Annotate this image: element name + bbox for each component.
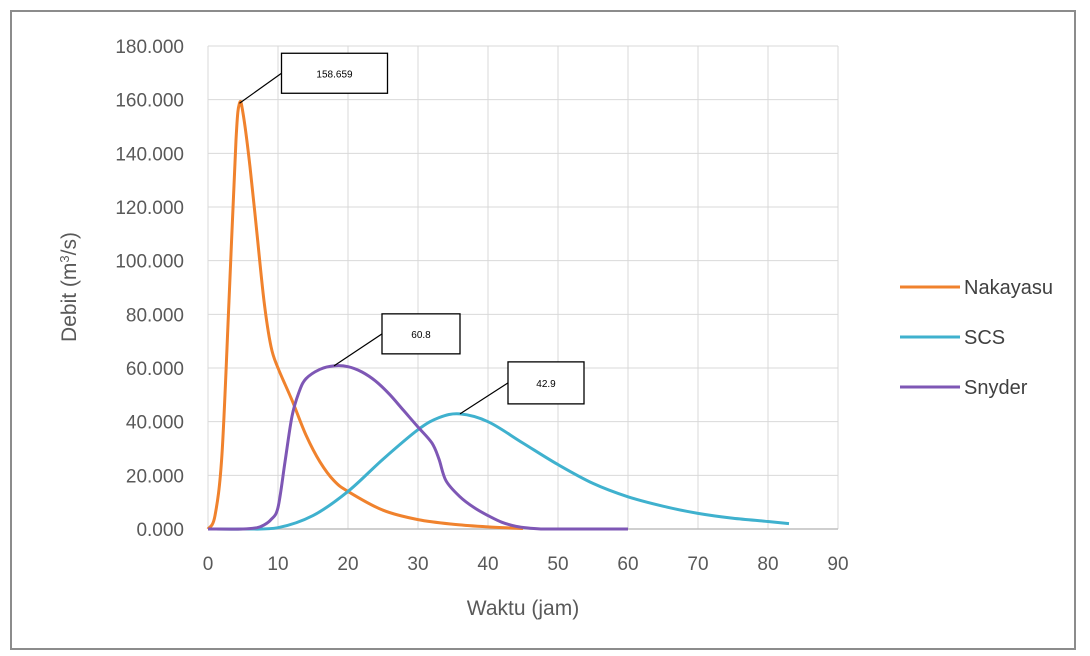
callout-leader-line (239, 72, 282, 104)
x-axis-title: Waktu (jam) (467, 597, 579, 620)
x-axis-ticks: 0 10 20 30 40 50 60 70 80 90 (203, 554, 849, 575)
legend-item-scs: SCS (900, 327, 1005, 349)
legend-label: Nakayasu (964, 277, 1053, 299)
x-tick-label: 20 (337, 554, 358, 575)
legend: Nakayasu SCS Snyder (900, 277, 1053, 399)
callout-leader-line (459, 382, 509, 415)
x-tick-label: 30 (407, 554, 428, 575)
x-tick-label: 70 (687, 554, 708, 575)
callout-snyder: 60.8 (333, 313, 461, 367)
gridlines (207, 45, 839, 530)
series-line-snyder (207, 364, 628, 531)
x-tick-label: 50 (547, 554, 568, 575)
callout-nakayasu: 158.659 (239, 52, 389, 104)
chart-frame (10, 10, 1076, 650)
legend-item-snyder: Snyder (900, 377, 1028, 399)
callout-label: 42.9 (536, 379, 556, 390)
x-tick-label: 90 (827, 554, 848, 575)
callout-leader-line (333, 333, 383, 367)
x-tick-label: 60 (617, 554, 638, 575)
y-axis-title: Debit (m3/s) (57, 232, 81, 342)
legend-label: Snyder (964, 377, 1028, 399)
y-tick-label: 80.000 (126, 305, 184, 326)
y-tick-label: 100.000 (115, 252, 184, 273)
series-line-scs (207, 412, 790, 531)
peak-callouts: 158.659 60.8 42.9 (239, 52, 585, 415)
x-tick-label: 10 (267, 554, 288, 575)
x-tick-label: 80 (757, 554, 778, 575)
series-lines (206, 99, 790, 531)
y-tick-label: 60.000 (126, 359, 184, 380)
series-line-nakayasu (206, 99, 524, 530)
callout-label: 60.8 (411, 330, 431, 341)
y-tick-label: 20.000 (126, 466, 184, 487)
y-tick-label: 120.000 (115, 198, 184, 219)
y-axis-ticks: 0.000 20.000 40.000 60.000 80.000 100.000 120.… (115, 37, 184, 541)
y-tick-label: 160.000 (115, 91, 184, 112)
callout-box (507, 361, 585, 405)
y-tick-label: 140.000 (115, 144, 184, 165)
x-tick-label: 40 (477, 554, 498, 575)
y-tick-label: 40.000 (126, 413, 184, 434)
x-tick-label: 0 (203, 554, 214, 575)
y-tick-label: 0.000 (136, 520, 184, 541)
callout-box (381, 313, 461, 355)
legend-label: SCS (964, 327, 1005, 349)
callout-box (280, 52, 389, 94)
y-tick-label: 180.000 (115, 37, 184, 58)
callout-scs: 42.9 (459, 361, 585, 415)
legend-item-nakayasu: Nakayasu (900, 277, 1053, 299)
y-axis-title-superscript: 3 (57, 255, 72, 262)
callout-label: 158.659 (316, 69, 353, 80)
y-axis-title-part: /s) (58, 232, 81, 255)
y-axis-title-part: Debit (m (58, 263, 81, 342)
